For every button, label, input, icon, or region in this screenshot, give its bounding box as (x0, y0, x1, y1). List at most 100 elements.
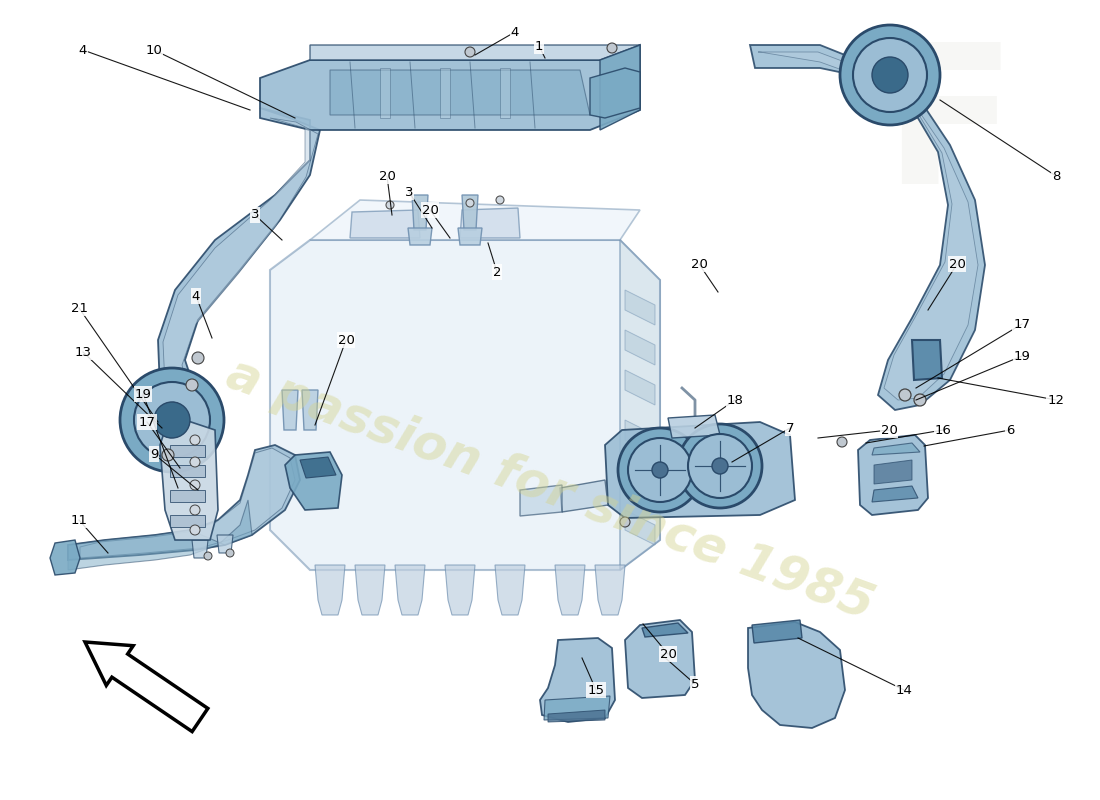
Polygon shape (874, 460, 912, 484)
Text: 2: 2 (493, 266, 502, 278)
Polygon shape (556, 565, 585, 615)
Polygon shape (595, 565, 625, 615)
Polygon shape (625, 470, 654, 505)
Polygon shape (395, 565, 425, 615)
Polygon shape (355, 565, 385, 615)
Circle shape (678, 424, 762, 508)
Circle shape (852, 38, 927, 112)
Polygon shape (625, 420, 654, 455)
Circle shape (154, 402, 190, 438)
Polygon shape (270, 240, 660, 570)
Text: 14: 14 (895, 683, 912, 697)
Polygon shape (217, 535, 233, 553)
Polygon shape (912, 340, 942, 380)
Polygon shape (560, 480, 608, 512)
Polygon shape (620, 240, 660, 570)
Polygon shape (500, 68, 510, 118)
Text: 3: 3 (251, 209, 260, 222)
Polygon shape (170, 445, 205, 457)
Text: a passion for since 1985: a passion for since 1985 (220, 350, 880, 630)
Circle shape (190, 457, 200, 467)
Text: 10: 10 (145, 43, 163, 57)
Text: 20: 20 (378, 170, 395, 182)
Circle shape (190, 435, 200, 445)
Polygon shape (300, 457, 336, 478)
Text: 21: 21 (70, 302, 88, 314)
Polygon shape (192, 540, 208, 558)
Text: 9: 9 (150, 447, 158, 461)
Polygon shape (750, 45, 984, 410)
Polygon shape (668, 415, 720, 438)
Circle shape (620, 517, 630, 527)
Circle shape (840, 25, 940, 125)
Circle shape (872, 57, 908, 93)
Polygon shape (625, 620, 695, 698)
Circle shape (712, 458, 728, 474)
Polygon shape (642, 623, 688, 637)
Text: 5: 5 (691, 678, 700, 690)
Text: 8: 8 (1052, 170, 1060, 182)
Text: 1: 1 (535, 39, 543, 53)
Polygon shape (758, 52, 978, 400)
Polygon shape (285, 452, 342, 510)
Circle shape (914, 394, 926, 406)
Text: 4: 4 (510, 26, 519, 38)
Polygon shape (260, 45, 640, 130)
Polygon shape (748, 622, 845, 728)
Polygon shape (625, 370, 654, 405)
Polygon shape (446, 565, 475, 615)
Circle shape (465, 47, 475, 57)
Circle shape (120, 368, 224, 472)
Text: 15: 15 (587, 683, 605, 697)
Text: 20: 20 (421, 203, 439, 217)
Polygon shape (50, 540, 80, 575)
Polygon shape (495, 565, 525, 615)
Circle shape (628, 438, 692, 502)
Polygon shape (68, 445, 300, 560)
Polygon shape (282, 390, 298, 430)
Polygon shape (872, 443, 920, 455)
Polygon shape (163, 118, 318, 408)
Polygon shape (458, 228, 482, 245)
Text: 17: 17 (1013, 318, 1031, 330)
Text: 3: 3 (405, 186, 414, 198)
Text: 4: 4 (79, 43, 87, 57)
Polygon shape (872, 486, 918, 502)
Polygon shape (625, 290, 654, 325)
Polygon shape (625, 510, 654, 545)
Circle shape (652, 462, 668, 478)
Polygon shape (170, 490, 205, 502)
Polygon shape (440, 68, 450, 118)
Polygon shape (408, 228, 432, 245)
Text: 7: 7 (785, 422, 794, 434)
FancyArrow shape (85, 642, 208, 731)
Polygon shape (625, 330, 654, 365)
Polygon shape (540, 638, 615, 722)
Polygon shape (605, 422, 795, 518)
Text: 17: 17 (139, 415, 155, 429)
Text: 19: 19 (1013, 350, 1031, 362)
Ellipse shape (874, 58, 905, 92)
Polygon shape (160, 415, 218, 540)
Polygon shape (462, 195, 478, 230)
Polygon shape (350, 210, 420, 238)
Text: 19: 19 (134, 387, 152, 401)
Text: 20: 20 (881, 423, 898, 437)
Polygon shape (315, 565, 345, 615)
Polygon shape (590, 68, 640, 118)
Text: 20: 20 (948, 258, 966, 270)
Circle shape (186, 379, 198, 391)
Polygon shape (460, 208, 520, 238)
Text: 16: 16 (935, 423, 952, 437)
Polygon shape (310, 200, 640, 240)
Circle shape (688, 434, 752, 498)
Polygon shape (600, 45, 640, 130)
Circle shape (466, 199, 474, 207)
Circle shape (162, 449, 174, 461)
Polygon shape (379, 68, 390, 118)
Polygon shape (330, 70, 590, 115)
Polygon shape (170, 465, 205, 477)
Circle shape (226, 549, 234, 557)
Circle shape (204, 552, 212, 560)
Text: 20: 20 (338, 334, 354, 346)
